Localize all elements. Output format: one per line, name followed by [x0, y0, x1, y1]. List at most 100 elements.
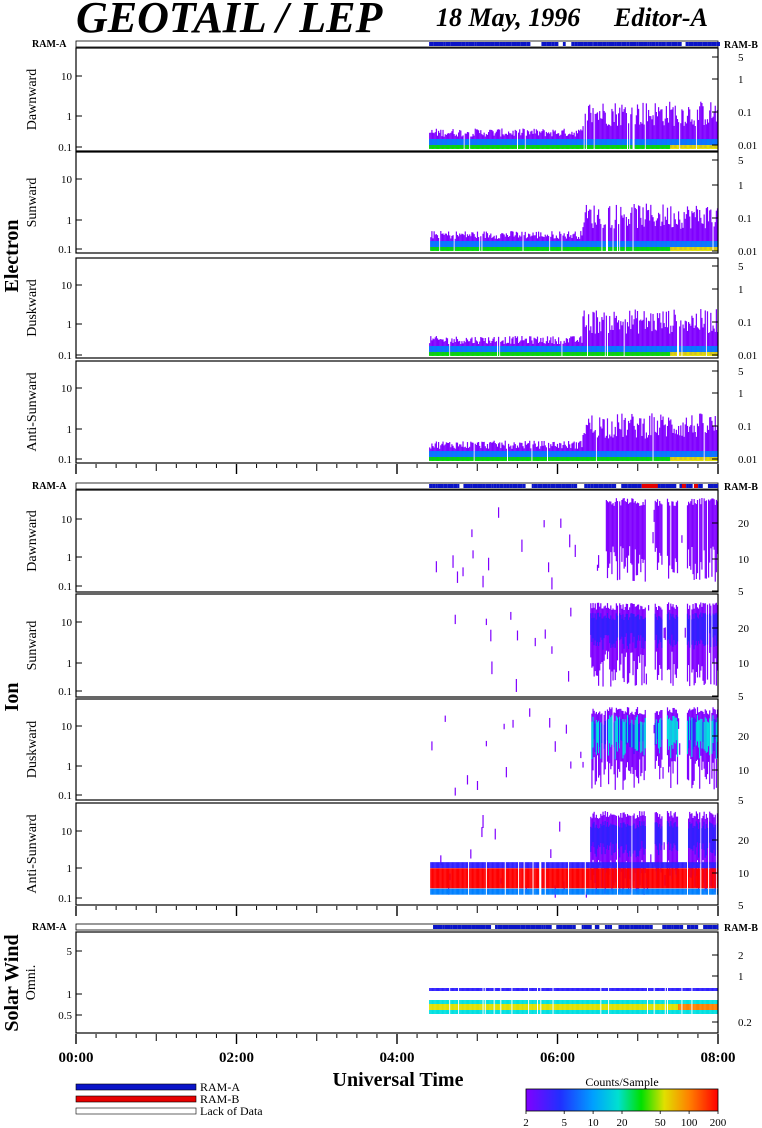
spec-cell: [499, 888, 501, 895]
spec-cell: [551, 646, 553, 654]
spec-cell: [657, 435, 660, 460]
spec-cell: [431, 988, 433, 991]
spec-cell: [649, 321, 651, 355]
spec-cell: [660, 718, 662, 747]
spec-cell: [473, 868, 475, 889]
spec-cell: [456, 457, 459, 461]
spectrogram-3: [429, 413, 719, 461]
spec-cell: [510, 1004, 512, 1010]
spec-cell: [617, 862, 620, 869]
spec-cell: [644, 717, 646, 749]
spec-cell: [601, 868, 603, 889]
spec-cell: [512, 719, 514, 728]
spec-cell: [670, 868, 672, 889]
spec-cell: [440, 145, 442, 149]
spec-cell: [479, 352, 481, 356]
spec-cell: [701, 828, 703, 849]
spec-cell: [673, 451, 675, 457]
spec-cell: [693, 451, 695, 457]
spec-cell: [506, 145, 509, 149]
spec-cell: [664, 247, 666, 251]
spec-cell: [513, 451, 515, 457]
spec-cell: [606, 501, 609, 579]
spec-cell: [699, 457, 701, 461]
spec-cell: [646, 868, 649, 889]
spec-cell: [625, 826, 627, 845]
spec-cell: [505, 1000, 507, 1004]
spec-cell: [440, 457, 442, 461]
spec-cell: [489, 988, 491, 991]
spec-cell: [641, 451, 643, 457]
spec-cell: [484, 888, 486, 895]
spec-cell: [679, 346, 681, 352]
spec-cell: [519, 862, 521, 869]
spec-cell: [599, 457, 601, 461]
spec-cell: [647, 352, 650, 356]
spec-cell: [714, 862, 716, 869]
spec-cell: [456, 451, 459, 457]
spec-cell: [581, 868, 583, 889]
spec-cell: [533, 1004, 535, 1010]
spec-cell: [564, 139, 566, 145]
spec-cell: [677, 425, 680, 460]
figure-editor: Editor-A: [613, 3, 708, 32]
spec-cell: [560, 241, 562, 247]
spec-cell: [459, 1004, 461, 1010]
spec-cell: [650, 313, 652, 355]
spec-cell: [619, 139, 621, 145]
spec-cell: [533, 247, 535, 251]
spec-cell: [620, 321, 622, 355]
spec-cell: [545, 1004, 547, 1010]
spec-cell: [673, 346, 675, 352]
spec-cell: [626, 451, 629, 457]
spec-cell: [693, 618, 695, 650]
spec-cell: [652, 532, 654, 544]
spec-cell: [605, 315, 607, 355]
spec-cell: [522, 1010, 524, 1014]
spec-cell: [506, 1004, 509, 1010]
spec-cell: [572, 352, 574, 356]
spec-cell: [684, 868, 686, 889]
spec-cell: [660, 139, 662, 145]
spec-cell: [676, 224, 679, 250]
spec-cell: [653, 868, 655, 889]
spec-cell: [569, 451, 571, 457]
spec-cell: [705, 139, 707, 145]
spec-cell: [570, 139, 572, 145]
ram-a-segment: [562, 925, 567, 929]
spec-cell: [609, 434, 611, 460]
spec-cell: [587, 352, 590, 356]
spec-cell: [572, 888, 574, 895]
spec-cell: [510, 457, 512, 461]
spec-cell: [624, 319, 626, 355]
spec-cell: [487, 1010, 490, 1014]
ram-a-segment: [482, 484, 486, 488]
spec-cell: [501, 352, 503, 356]
spec-cell: [709, 862, 711, 869]
spec-cell: [511, 457, 513, 461]
spec-cell: [470, 849, 472, 859]
spec-cell: [689, 323, 691, 355]
spec-cell: [695, 313, 697, 355]
spec-cell: [466, 868, 469, 889]
ram-a-segment: [438, 42, 444, 46]
spec-cell: [439, 139, 441, 145]
spec-cell: [474, 457, 476, 461]
spec-cell: [669, 101, 671, 148]
spec-cell: [610, 862, 612, 869]
spec-cell: [464, 1004, 466, 1010]
spec-cell: [463, 346, 465, 352]
spec-cell: [699, 451, 701, 457]
spec-cell: [566, 352, 569, 356]
spec-cell: [617, 457, 620, 461]
spec-cell: [657, 346, 660, 352]
spec-cell: [684, 218, 686, 250]
spec-cell: [574, 241, 576, 247]
spec-cell: [556, 457, 559, 461]
spec-cell: [712, 145, 714, 149]
spec-cell: [437, 346, 440, 352]
spec-cell: [429, 1000, 431, 1004]
spec-cell: [574, 346, 576, 352]
spec-cell: [595, 352, 597, 356]
spec-cell: [633, 204, 635, 250]
